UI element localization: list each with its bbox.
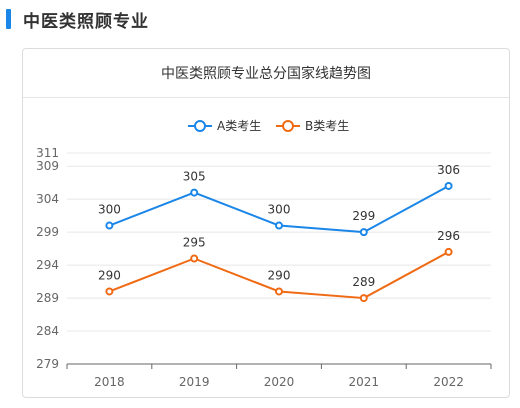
x-tick-label-2019: 2019 bbox=[179, 375, 210, 389]
data-point-s1-2 bbox=[275, 287, 283, 296]
legend-label-0: A类考生 bbox=[217, 119, 261, 133]
chart-title-row: 中医类照顾专业总分国家线趋势图 bbox=[23, 49, 509, 98]
data-point-s0-3 bbox=[359, 228, 368, 237]
data-point-s0-0 bbox=[105, 221, 114, 230]
data-point-s1-0 bbox=[105, 287, 114, 296]
data-label-s0-4: 306 bbox=[437, 163, 460, 177]
y-tick-label-4: 299 bbox=[36, 225, 59, 239]
legend-marker-1 bbox=[282, 120, 294, 132]
data-label-s1-4: 296 bbox=[437, 229, 460, 243]
page-header: 中医类照顾专业 bbox=[6, 6, 149, 32]
legend-label-1: B类考生 bbox=[305, 119, 349, 133]
x-tick-label-2018: 2018 bbox=[94, 375, 125, 389]
legend-marker-0 bbox=[194, 120, 206, 132]
data-label-s0-2: 300 bbox=[268, 203, 291, 217]
y-tick-label-2: 289 bbox=[36, 291, 59, 305]
data-label-s0-3: 299 bbox=[352, 209, 375, 223]
data-point-s0-1 bbox=[190, 188, 199, 197]
data-label-s0-1: 305 bbox=[183, 170, 206, 184]
data-point-s1-1 bbox=[190, 254, 199, 263]
data-point-s0-2 bbox=[275, 221, 283, 230]
y-tick-label-1: 284 bbox=[36, 324, 59, 338]
data-label-s1-2: 290 bbox=[268, 268, 291, 282]
data-point-s0-4 bbox=[444, 181, 453, 190]
data-label-s0-0: 300 bbox=[98, 203, 121, 217]
y-tick-label-3: 294 bbox=[36, 258, 59, 272]
header-accent-bar bbox=[6, 9, 11, 29]
chart-card: 中医类照顾专业总分国家线趋势图 279 284 289 294 299 304 309 311… bbox=[22, 48, 510, 398]
data-label-s1-3: 289 bbox=[352, 275, 375, 289]
data-point-s1-3 bbox=[359, 294, 368, 303]
x-tick-label-2022: 2022 bbox=[433, 375, 464, 389]
y-tick-label-0: 279 bbox=[36, 357, 59, 371]
data-label-s1-1: 295 bbox=[183, 236, 206, 250]
page-title: 中医类照顾专业 bbox=[23, 11, 149, 32]
y-tick-label-5: 304 bbox=[36, 192, 59, 206]
chart-title: 中医类照顾专业总分国家线趋势图 bbox=[161, 66, 371, 82]
data-label-s1-0: 290 bbox=[98, 268, 121, 282]
y-tick-label-6: 309 bbox=[36, 159, 59, 173]
x-tick-label-2021: 2021 bbox=[349, 375, 380, 389]
y-tick-label-7: 311 bbox=[36, 146, 59, 160]
data-point-s1-4 bbox=[444, 247, 453, 256]
x-tick-label-2020: 2020 bbox=[264, 375, 295, 389]
